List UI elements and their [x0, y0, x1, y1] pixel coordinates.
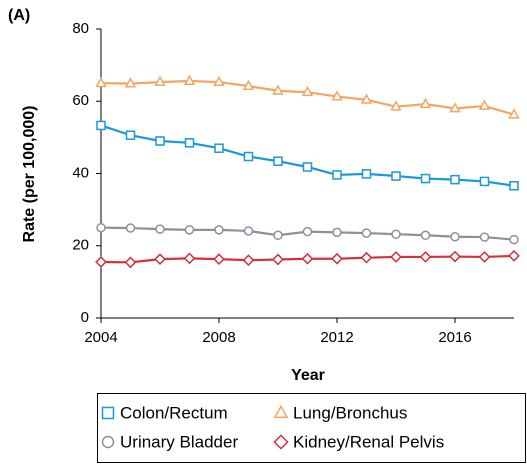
marker-square — [450, 174, 460, 185]
marker-diamond — [272, 253, 284, 266]
marker-circle — [420, 230, 431, 241]
marker-triangle — [154, 75, 166, 87]
marker-diamond — [449, 250, 461, 263]
marker-triangle — [124, 77, 137, 88]
panel-label: (A) — [8, 7, 30, 24]
x-tick-label: 2008 — [202, 329, 235, 346]
marker-triangle — [419, 97, 432, 109]
marker-diamond — [301, 252, 314, 265]
marker-circle — [332, 227, 342, 238]
marker-triangle — [213, 75, 225, 87]
x-tick-label: 2016 — [438, 329, 471, 346]
y-axis-label: Rate (per 100,000) — [21, 106, 38, 243]
marker-triangle — [272, 84, 284, 95]
marker-circle — [96, 222, 106, 233]
marker-circle — [450, 231, 460, 242]
marker-square — [391, 171, 401, 181]
marker-triangle — [331, 90, 343, 101]
legend-marker — [273, 434, 289, 450]
marker-triangle — [242, 79, 255, 91]
marker-triangle — [449, 102, 461, 113]
marker-diamond — [360, 251, 373, 264]
marker-circle — [509, 234, 519, 245]
marker-circle — [214, 225, 224, 235]
marker-diamond — [508, 250, 520, 262]
legend-marker — [101, 406, 115, 420]
marker-square — [509, 181, 519, 191]
y-tick-label: 20 — [72, 237, 89, 254]
legend-label: Urinary Bladder — [120, 432, 238, 451]
x-axis-label: Year — [291, 367, 325, 384]
marker-triangle — [183, 74, 196, 85]
marker-circle — [479, 232, 490, 242]
marker-circle — [125, 223, 136, 233]
y-tick-label: 40 — [72, 164, 89, 181]
marker-triangle — [360, 93, 373, 104]
x-tick-label: 2004 — [84, 329, 117, 346]
marker-square — [332, 170, 342, 180]
marker-diamond — [478, 251, 491, 263]
marker-square — [273, 156, 283, 166]
marker-square — [302, 162, 313, 172]
marker-square — [96, 120, 106, 131]
legend-box — [97, 393, 526, 463]
marker-diamond — [124, 256, 137, 269]
marker-circle — [184, 225, 195, 235]
legend-label: Kidney/Renal Pelvis — [293, 432, 444, 451]
marker-diamond — [419, 251, 432, 263]
x-tick-label: 2012 — [320, 329, 353, 346]
y-tick-label: 0 — [81, 309, 89, 326]
marker-diamond — [390, 251, 402, 263]
marker-triangle — [301, 85, 314, 97]
marker-triangle — [478, 99, 491, 110]
marker-circle — [361, 228, 372, 238]
legend-label: Colon/Rectum — [120, 403, 228, 422]
marker-square — [214, 143, 224, 153]
marker-triangle — [95, 76, 107, 88]
marker-square — [243, 151, 254, 162]
legend-marker — [273, 404, 289, 419]
marker-diamond — [154, 253, 166, 265]
marker-square — [155, 136, 165, 146]
legend-label: Lung/Bronchus — [293, 403, 407, 422]
marker-diamond — [95, 256, 107, 268]
marker-square — [420, 173, 431, 184]
marker-triangle — [390, 100, 402, 111]
y-tick-label: 60 — [72, 92, 89, 109]
marker-square — [361, 169, 372, 179]
marker-circle — [302, 226, 313, 237]
marker-square — [184, 138, 195, 148]
marker-diamond — [331, 252, 343, 265]
marker-triangle — [508, 108, 520, 119]
marker-diamond — [183, 252, 196, 265]
marker-circle — [155, 224, 165, 234]
marker-diamond — [242, 254, 255, 267]
marker-square — [479, 176, 490, 187]
marker-circle — [273, 230, 283, 241]
legend-marker — [101, 435, 115, 449]
marker-circle — [243, 226, 254, 236]
marker-circle — [391, 229, 401, 239]
marker-square — [125, 130, 136, 140]
marker-diamond — [213, 253, 225, 265]
y-tick-label: 80 — [72, 20, 89, 37]
